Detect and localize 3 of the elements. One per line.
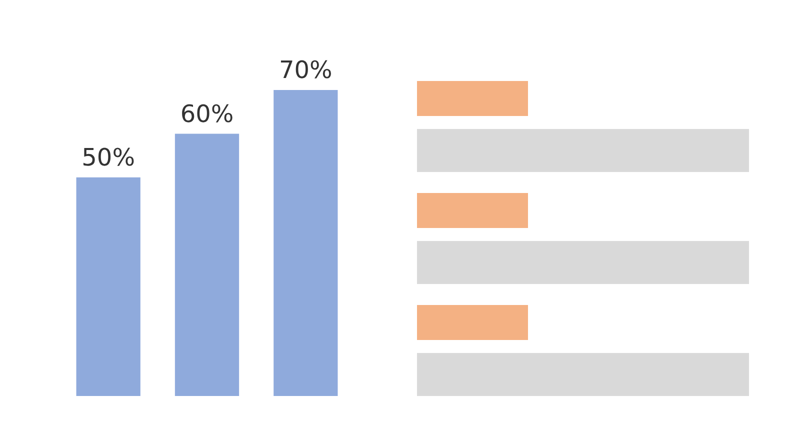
data-label: 70% xyxy=(278,56,332,84)
data-label: 60% xyxy=(180,100,234,128)
data-label: 50% xyxy=(82,144,136,172)
